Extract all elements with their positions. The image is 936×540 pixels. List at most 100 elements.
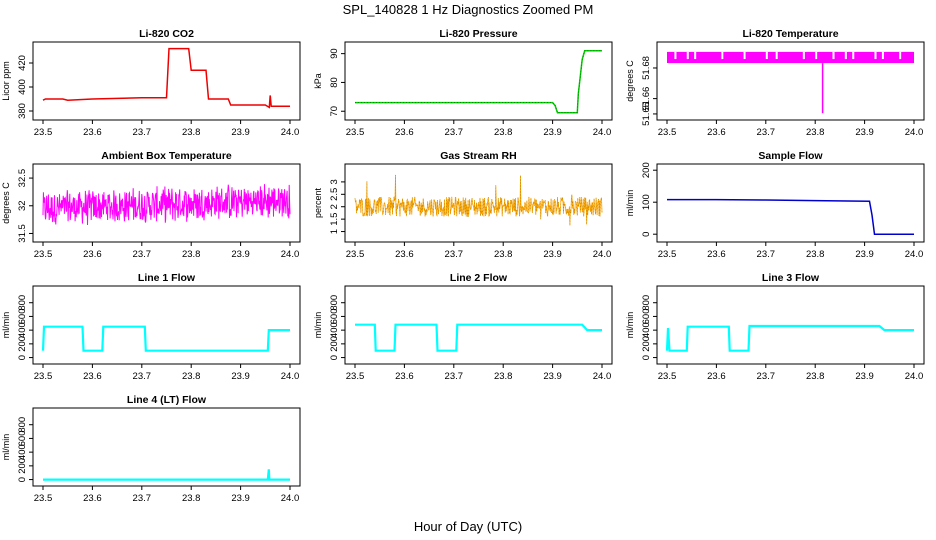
panel-4-x-tick-label: 23.7: [133, 249, 152, 260]
panel-3-series-gap: [844, 51, 847, 60]
panel-7-x-tick-label: 23.5: [34, 371, 53, 382]
panel-1-y-axis-label: Licor ppm: [1, 61, 11, 101]
panel-8-x-tick-label: 24.0: [593, 371, 612, 382]
panel-3-series-gap: [721, 51, 724, 60]
panel-3-y-tick-label: 51.65: [641, 102, 652, 126]
panel-7-x-tick-label: 23.9: [231, 371, 250, 382]
panel-9-x-tick-label: 23.7: [757, 371, 776, 382]
panel-5-y-axis-label: percent: [313, 187, 323, 218]
panel-6-series-line: [667, 198, 914, 235]
panel-3-series-gap: [765, 51, 768, 60]
panel-4: Ambient Box Temperature degrees C 23.5 23.6…: [1, 150, 301, 260]
panel-3-series-gap: [899, 51, 902, 60]
panel-2-y-tick-label: 80: [329, 77, 340, 88]
panel-2-x-tick-label: 24.0: [593, 127, 612, 138]
panel-10: Line 4 (LT) Flow ml/min 23.5 23.6 23.7 23.8 23…: [1, 394, 301, 504]
panel-5-y-tick-label: 2.5: [329, 188, 340, 201]
panel-8-x-tick-label: 23.9: [543, 371, 562, 382]
panel-9-series-line: [665, 324, 914, 352]
panel-8-y-tick-label: 600: [329, 308, 340, 324]
panel-10-frame: [32, 407, 301, 487]
panel-10-x-tick-label: 23.8: [182, 493, 201, 504]
panel-6-frame: [656, 163, 925, 243]
panel-5-y-tick-label: 3: [329, 179, 340, 184]
panel-2-y-tick-label: 90: [329, 48, 340, 59]
panel-10-y-tick-label: 200: [17, 458, 28, 474]
panel-8-frame: [344, 285, 613, 365]
panel-4-x-tick-label: 23.5: [34, 249, 53, 260]
panel-3-series-gap: [686, 51, 689, 60]
panel-4-y-tick-label: 32.5: [17, 169, 28, 188]
panel-3-title: Li-820 Temperature: [742, 28, 838, 40]
panel-2-x-tick-label: 23.7: [445, 127, 464, 138]
panel-5: Gas Stream RH percent 23.5 23.6 23.7 23.8 23.9…: [313, 150, 613, 260]
panel-3-series-gap: [874, 51, 877, 60]
panel-4-series-line: [42, 184, 291, 226]
panel-9-x-tick-label: 24.0: [905, 371, 924, 382]
panel-3-series-gap: [852, 51, 855, 60]
x-axis-label: Hour of Day (UTC): [414, 519, 522, 534]
panel-9-y-tick-label: 200: [641, 336, 652, 352]
panel-2: Li-820 Pressure kPa 23.5 23.6 23.7 23.8 23.9 24…: [313, 28, 613, 138]
panel-9-y-tick-label: 400: [641, 322, 652, 338]
panel-8-x-tick-label: 23.8: [494, 371, 513, 382]
panel-10-y-tick-label: 0: [17, 477, 28, 482]
panel-6-y-axis-label: ml/min: [625, 190, 635, 217]
panel-1: Li-820 CO2 Licor ppm 23.5 23.6 23.7 23.8 23.9 2…: [1, 28, 301, 138]
panel-6-y-tick-label: 200: [641, 162, 652, 178]
panel-2-title: Li-820 Pressure: [439, 28, 517, 40]
panel-1-y-tick-label: 400: [17, 79, 28, 95]
panel-3-series-gap: [881, 51, 884, 60]
panel-2-x-tick-label: 23.5: [346, 127, 365, 138]
panel-5-frame: [344, 163, 613, 243]
panel-3-y-axis-label: degrees C: [625, 60, 635, 102]
panel-3-series-gap: [815, 51, 818, 60]
panel-3-x-tick-label: 23.5: [658, 127, 677, 138]
panel-8-y-tick-label: 800: [329, 295, 340, 311]
panel-6-x-tick-label: 24.0: [905, 249, 924, 260]
panel-10-title: Line 4 (LT) Flow: [127, 394, 207, 406]
panel-5-y-tick-label: 1.5: [329, 213, 340, 226]
panel-1-x-tick-label: 23.9: [231, 127, 250, 138]
panel-8-y-tick-label: 0: [329, 355, 340, 360]
panel-5-series-line: [354, 174, 603, 226]
panel-7-title: Line 1 Flow: [138, 272, 196, 284]
panel-8-y-axis-label: ml/min: [313, 312, 323, 339]
figure-title: SPL_140828 1 Hz Diagnostics Zoomed PM: [343, 2, 594, 17]
panel-1-title: Li-820 CO2: [139, 28, 194, 40]
panel-8-y-tick-label: 400: [329, 322, 340, 338]
panel-9: Line 3 Flow ml/min 23.5 23.6 23.7 23.8 23.9 24.…: [625, 272, 925, 382]
panel-6-title: Sample Flow: [758, 150, 823, 162]
panel-1-x-tick-label: 23.5: [34, 127, 53, 138]
panel-4-x-tick-label: 23.9: [231, 249, 250, 260]
panel-10-x-tick-label: 23.5: [34, 493, 53, 504]
panel-10-x-tick-label: 24.0: [281, 493, 300, 504]
panel-1-frame: [32, 41, 301, 121]
panel-4-x-tick-label: 23.8: [182, 249, 201, 260]
panel-7-frame: [32, 285, 301, 365]
panel-6-x-tick-label: 23.5: [658, 249, 677, 260]
panel-1-y-tick-label: 380: [17, 103, 28, 119]
panel-6-x-tick-label: 23.7: [757, 249, 776, 260]
panel-4-y-axis-label: degrees C: [1, 182, 11, 224]
panel-7-x-tick-label: 24.0: [281, 371, 300, 382]
panel-4-x-tick-label: 24.0: [281, 249, 300, 260]
panel-9-x-tick-label: 23.8: [806, 371, 825, 382]
panel-8-x-tick-label: 23.5: [346, 371, 365, 382]
panel-3-x-tick-label: 23.6: [707, 127, 726, 138]
panel-1-x-tick-label: 24.0: [281, 127, 300, 138]
panel-3-series-gap: [775, 51, 778, 60]
panel-3-series-gap: [832, 51, 835, 60]
panel-1-x-tick-label: 23.7: [133, 127, 152, 138]
panel-2-y-tick-label: 70: [329, 106, 340, 117]
panel-7-y-tick-label: 200: [17, 336, 28, 352]
panel-2-x-tick-label: 23.6: [395, 127, 414, 138]
panel-7-series-line: [41, 325, 290, 352]
panel-10-y-axis-label: ml/min: [1, 434, 11, 461]
panel-7: Line 1 Flow ml/min 23.5 23.6 23.7 23.8 23.9 24.…: [1, 272, 301, 382]
panel-6-x-tick-label: 23.8: [806, 249, 825, 260]
panel-10-series-line: [43, 469, 290, 481]
panel-2-y-axis-label: kPa: [313, 73, 323, 89]
panel-7-y-axis-label: ml/min: [1, 312, 11, 339]
